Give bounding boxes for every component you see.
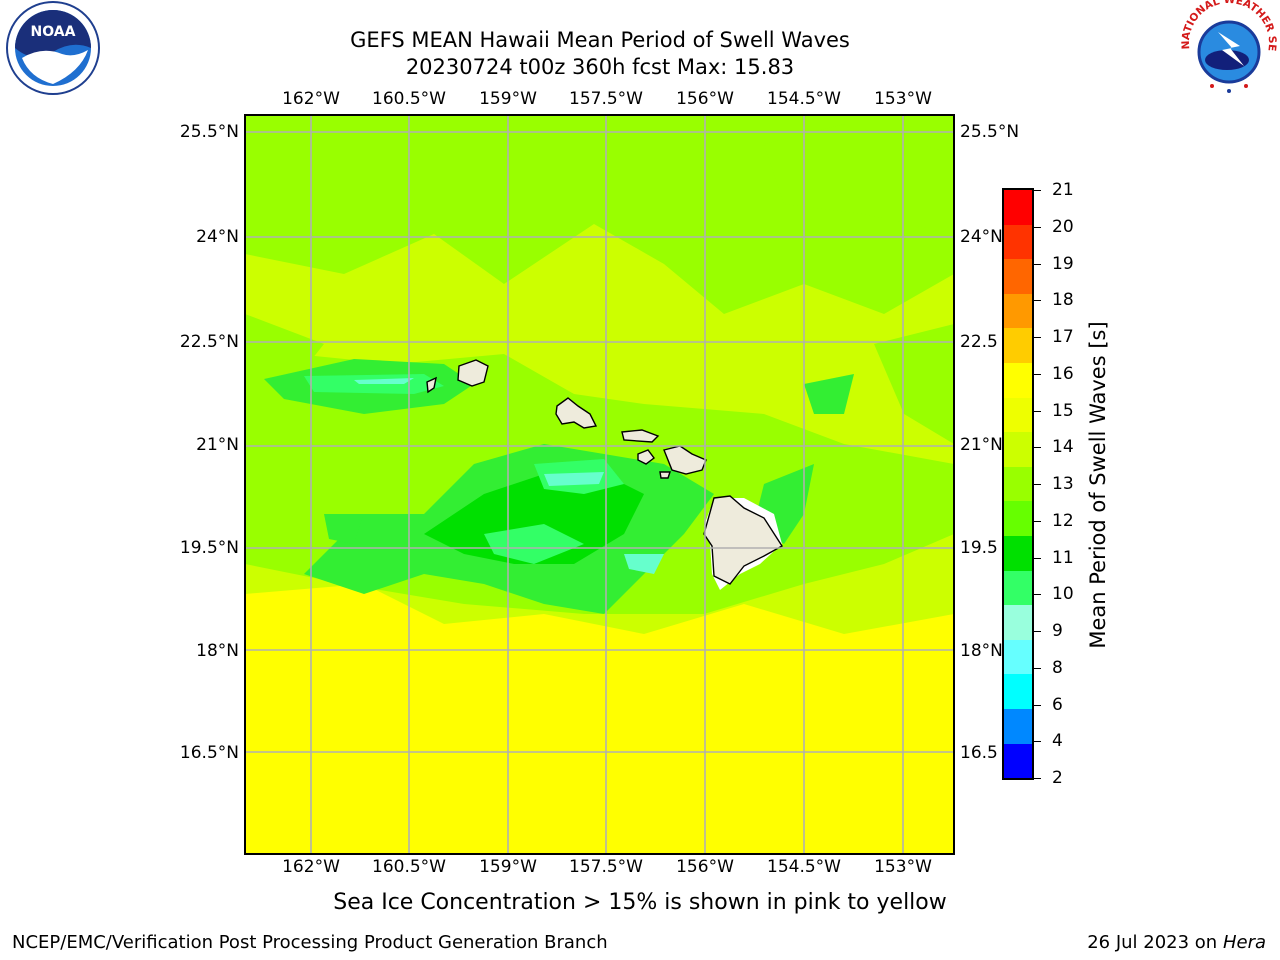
lat-label-left: 19.5°N	[179, 538, 239, 558]
title-line-2: 20230724 t00z 360h fcst Max: 15.83	[405, 55, 795, 79]
colorbar-tick-mark	[1034, 557, 1041, 559]
colorbar-tick-label: 12	[1052, 510, 1074, 531]
lat-label-right: 25.5°N	[960, 122, 1020, 142]
colorbar-tick-label: 20	[1052, 216, 1074, 237]
colorbar-tick-mark	[1034, 704, 1041, 706]
colorbar-segment	[1004, 674, 1032, 709]
colorbar-tick-mark	[1034, 300, 1041, 302]
noaa-logo-text: NOAA	[31, 24, 76, 40]
colorbar-tick-mark	[1034, 631, 1041, 632]
colorbar-segment	[1004, 708, 1032, 744]
colorbar-segment	[1004, 501, 1032, 536]
colorbar-tick-mark	[1034, 778, 1041, 779]
lon-label-top: 154.5°W	[767, 89, 841, 109]
colorbar-tick-label: 17	[1052, 327, 1074, 347]
colorbar-segment	[1004, 432, 1032, 467]
lat-label-left: 16.5°N	[179, 743, 239, 763]
colorbar-tick-label: 19	[1052, 253, 1074, 274]
lon-label-top: 156°W	[676, 89, 734, 109]
graticule	[245, 115, 955, 855]
lon-label-top: 160.5°W	[372, 89, 446, 109]
nws-logo: NATIONAL WEATHER SERVICE	[1178, 0, 1278, 96]
colorbar-tick-label: 10	[1052, 584, 1074, 605]
lat-label-right: 16.5	[960, 743, 998, 763]
colorbar-segment	[1004, 293, 1032, 329]
colorbar-segment	[1004, 535, 1032, 571]
lat-label-right: 18°N	[960, 641, 1003, 661]
colorbar-fill	[1004, 190, 1032, 779]
lat-label-left: 21°N	[196, 435, 239, 455]
lon-label-bottom: 160.5°W	[372, 857, 446, 877]
colorbar-tick-label: 11	[1052, 547, 1074, 568]
lat-label-left: 22.5°N	[179, 332, 239, 352]
footer-right: 26 Jul 2023 on Hera	[1087, 932, 1266, 953]
noaa-logo: NOAA	[6, 1, 100, 95]
lat-label-left: 24°N	[196, 227, 239, 247]
colorbar-tick-mark	[1034, 594, 1041, 596]
colorbar-segment	[1004, 224, 1032, 260]
colorbar-tick-label: 4	[1052, 731, 1063, 752]
colorbar-tick-label: 6	[1052, 694, 1063, 715]
colorbar-tick-mark	[1034, 667, 1041, 669]
lat-label-right: 21°N	[960, 435, 1003, 455]
ocean-field	[245, 115, 954, 854]
colorbar-segment	[1004, 259, 1032, 294]
colorbar-segment	[1004, 397, 1032, 433]
colorbar-segment	[1004, 639, 1032, 675]
hawaiian-islands	[426, 359, 783, 590]
footer-date: 26 Jul 2023 on	[1087, 932, 1223, 953]
colorbar-tick-mark	[1034, 373, 1041, 375]
colorbar-tick-label: 21	[1052, 180, 1074, 200]
lon-label-bottom: 153°W	[874, 857, 932, 877]
colorbar-tick-label: 16	[1052, 363, 1074, 384]
colorbar-segment	[1004, 362, 1032, 398]
lon-label-top: 153°W	[874, 89, 932, 109]
colorbar-tick-mark	[1034, 410, 1041, 412]
colorbar-tick-label: 14	[1052, 437, 1074, 458]
footer-left: NCEP/EMC/Verification Post Processing Pr…	[12, 932, 608, 953]
colorbar-tick-label: 9	[1052, 621, 1063, 641]
colorbar-segment	[1004, 190, 1032, 225]
lon-label-bottom: 154.5°W	[767, 857, 841, 877]
lat-label-left: 18°N	[196, 641, 239, 661]
lon-label-top: 162°W	[282, 89, 340, 109]
lon-label-bottom: 159°W	[479, 857, 537, 877]
colorbar-tick-mark	[1034, 741, 1041, 743]
colorbar-tick-mark	[1034, 226, 1041, 228]
colorbar-segment	[1004, 605, 1032, 640]
colorbar-tick-label: 15	[1052, 400, 1074, 421]
colorbar-tick-label: 8	[1052, 657, 1063, 678]
colorbar-tick-label: 18	[1052, 290, 1074, 311]
colorbar-tick-mark	[1034, 484, 1041, 485]
lat-label-left: 25.5°N	[179, 122, 239, 142]
colorbar-tick-mark	[1034, 190, 1041, 191]
lon-label-top: 159°W	[479, 89, 537, 109]
sea-ice-note: Sea Ice Concentration > 15% is shown in …	[333, 890, 947, 915]
lat-label-right: 24°N	[960, 227, 1003, 247]
colorbar-segment	[1004, 743, 1032, 779]
colorbar-label: Mean Period of Swell Waves [s]	[1086, 321, 1110, 649]
lon-label-top: 157.5°W	[569, 89, 643, 109]
colorbar-tick-label: 13	[1052, 474, 1074, 494]
colorbar-tick-mark	[1034, 520, 1041, 522]
lon-label-bottom: 162°W	[282, 857, 340, 877]
lon-label-bottom: 157.5°W	[569, 857, 643, 877]
lat-label-right: 19.5	[960, 538, 998, 558]
title-line-1: GEFS MEAN Hawaii Mean Period of Swell Wa…	[350, 28, 850, 52]
colorbar-segment	[1004, 570, 1032, 606]
colorbar-tick-mark	[1034, 337, 1041, 338]
lon-label-bottom: 156°W	[676, 857, 734, 877]
colorbar	[1002, 188, 1034, 780]
lat-label-right: 22.5	[960, 332, 998, 352]
colorbar-segment	[1004, 328, 1032, 363]
map-panel	[244, 114, 955, 855]
footer-host: Hera	[1222, 932, 1266, 953]
colorbar-tick-mark	[1034, 447, 1041, 449]
colorbar-tick-label: 2	[1052, 768, 1063, 788]
colorbar-segment	[1004, 466, 1032, 502]
colorbar-tick-mark	[1034, 263, 1041, 265]
